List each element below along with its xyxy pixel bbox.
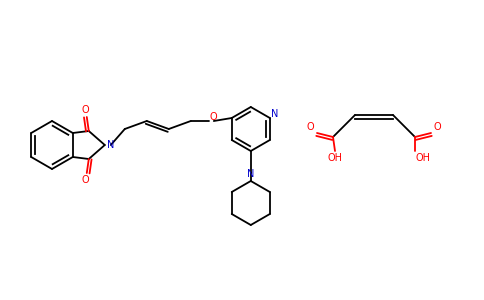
Text: O: O — [82, 105, 90, 115]
Text: O: O — [306, 122, 314, 132]
Text: O: O — [210, 112, 218, 122]
Text: OH: OH — [415, 153, 430, 163]
Text: N: N — [271, 109, 278, 119]
Text: O: O — [433, 122, 441, 132]
Text: N: N — [107, 140, 115, 150]
Text: N: N — [247, 169, 255, 179]
Text: O: O — [82, 175, 90, 185]
Text: OH: OH — [328, 153, 343, 163]
